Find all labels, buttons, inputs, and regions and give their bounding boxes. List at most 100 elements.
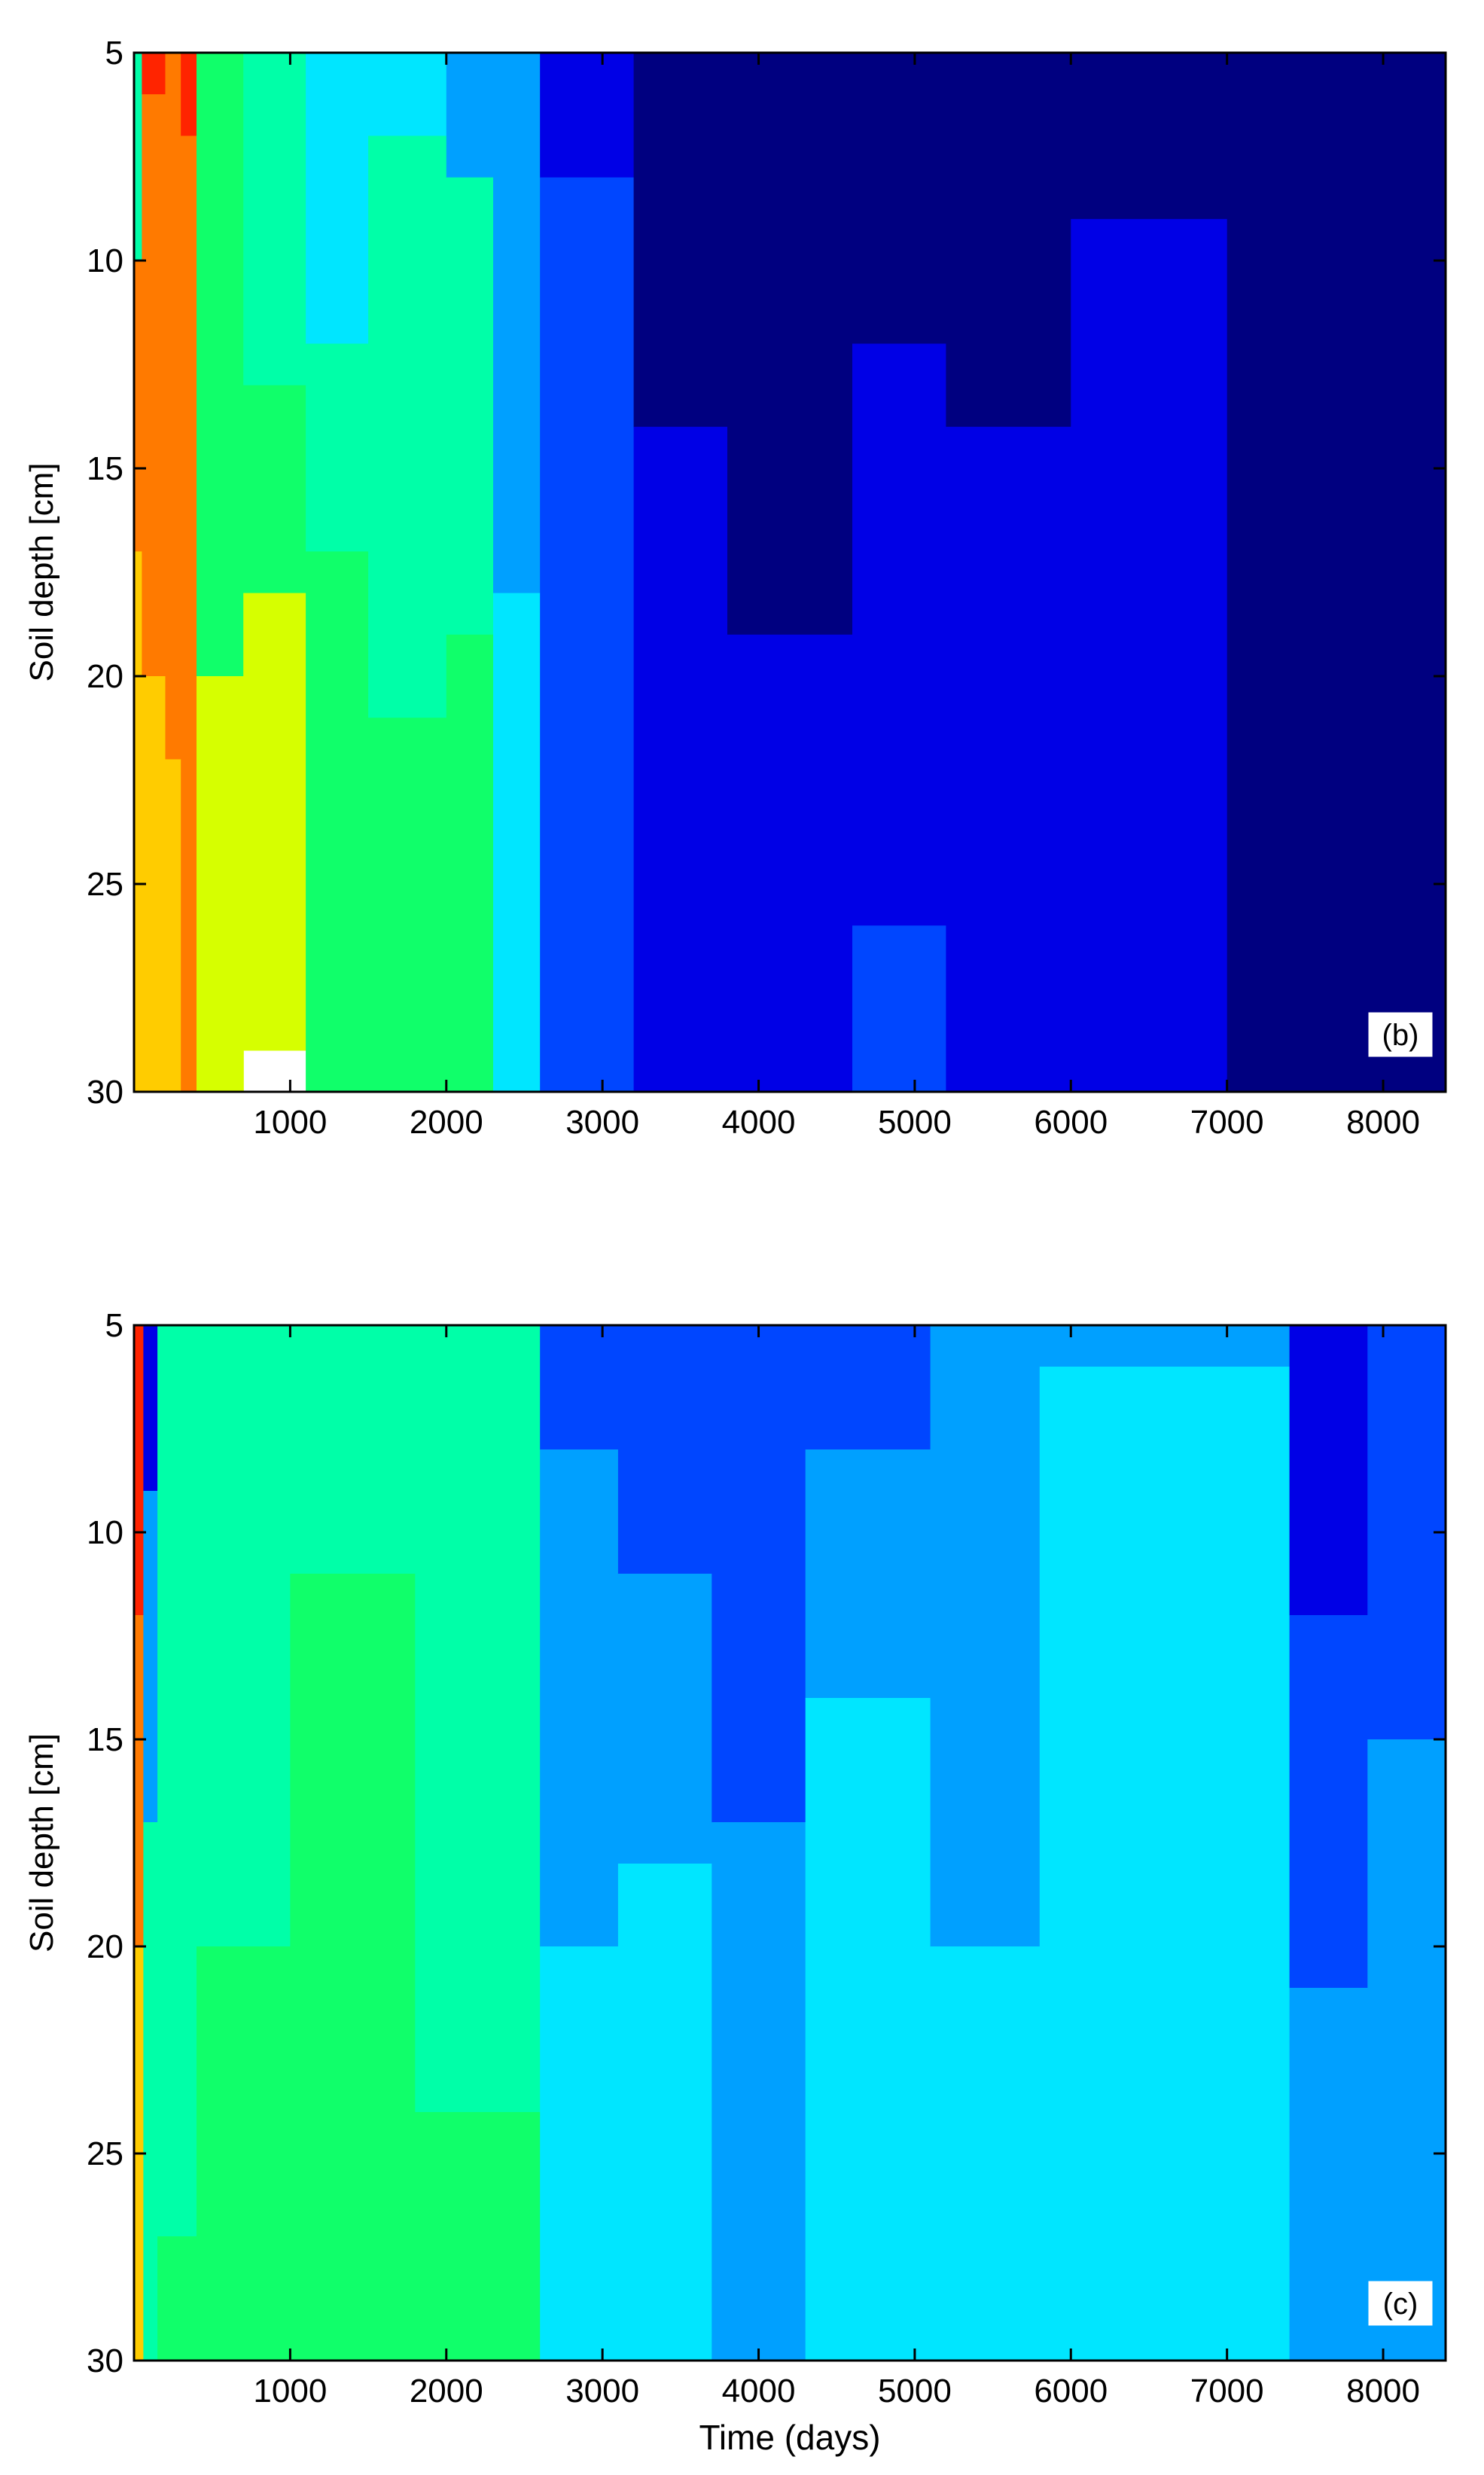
heatmap-cell — [306, 53, 369, 344]
x-tick-label: 3000 — [565, 2373, 639, 2409]
heatmap-cell — [197, 53, 244, 677]
heatmap-cell — [446, 177, 494, 636]
x-tick-label: 8000 — [1346, 2373, 1420, 2409]
heatmap-cell — [633, 426, 728, 1093]
y-tick-label: 10 — [87, 1514, 123, 1551]
heatmap-cell — [243, 385, 306, 594]
heatmap-panel-c: 1000 2000 3000 4000 5000 6000 7000 8000 5 10 15 20… — [23, 1307, 1447, 2457]
heatmap-cell — [134, 1615, 144, 1947]
y-tick-label: 30 — [87, 2342, 123, 2379]
heatmap-cell — [165, 759, 181, 1093]
heatmap-cell — [540, 1946, 619, 2361]
heatmap-cell — [197, 676, 244, 1093]
y-axis: 5 10 15 20 25 30 — [87, 35, 1446, 1111]
panel-label-box — [1368, 1012, 1433, 1057]
heatmap-cell — [1367, 1739, 1446, 2361]
heatmap-cell — [617, 1864, 712, 2361]
heatmap-cell — [946, 426, 1071, 1093]
heatmap-cell — [243, 53, 306, 386]
x-tick-label: 6000 — [1034, 2373, 1108, 2409]
heatmap-cell — [852, 53, 946, 344]
x-tick-label: 5000 — [878, 2373, 952, 2409]
y-tick-label: 15 — [87, 1721, 123, 1758]
x-tick-label: 5000 — [878, 1104, 952, 1141]
y-tick-label: 5 — [105, 1307, 123, 1344]
heatmap-cell — [165, 53, 181, 760]
x-tick-label: 1000 — [253, 1104, 327, 1141]
y-axis: 5 10 15 20 25 30 — [87, 1307, 1446, 2379]
x-tick-label: 2000 — [410, 1104, 483, 1141]
x-tick-label: 6000 — [1034, 1104, 1108, 1141]
heatmap-cells — [134, 53, 1446, 1093]
heatmap-cell — [540, 177, 635, 1093]
plot-frame — [133, 51, 1447, 1093]
heatmap-cell — [930, 1946, 1041, 2361]
x-axis: 1000 2000 3000 4000 5000 6000 7000 8000 — [253, 1325, 1420, 2409]
y-tick-label: 25 — [87, 866, 123, 903]
heatmap-cell — [1071, 53, 1228, 220]
heatmap-cell — [181, 53, 197, 136]
heatmap-cell — [805, 1698, 931, 2361]
y-tick-label: 15 — [87, 450, 123, 487]
heatmap-cell — [493, 53, 541, 594]
y-axis-label: Soil depth [cm] — [23, 1733, 60, 1952]
heatmap-cell — [446, 634, 494, 1093]
heatmap-cell — [134, 551, 142, 1093]
y-tick-label: 20 — [87, 1928, 123, 1965]
y-tick-label: 25 — [87, 2135, 123, 2172]
heatmap-cell — [852, 925, 946, 1093]
heatmap-cell — [243, 593, 306, 1051]
x-tick-label: 4000 — [722, 2373, 796, 2409]
panel-label-box — [1368, 2281, 1433, 2326]
heatmap-cell — [540, 1449, 619, 1947]
heatmap-cell — [134, 53, 142, 261]
y-tick-label: 30 — [87, 1074, 123, 1111]
heatmap-cell — [727, 634, 853, 1093]
heatmap-cell — [415, 2112, 541, 2361]
heatmap-cell — [368, 53, 447, 136]
heatmap-cell — [946, 53, 1071, 428]
heatmap-cell — [415, 1325, 541, 2113]
heatmap-cell — [493, 593, 541, 1093]
x-axis-label: Time (days) — [699, 2418, 880, 2457]
heatmap-cells — [134, 1325, 1446, 2361]
x-axis: 1000 2000 3000 4000 5000 6000 7000 8000 — [253, 53, 1420, 1141]
heatmap-cell — [143, 1822, 158, 2361]
heatmap-cell — [142, 94, 166, 677]
heatmap-cell — [617, 1574, 712, 1864]
heatmap-cell — [157, 2236, 197, 2361]
heatmap-cell — [540, 1325, 619, 1450]
x-tick-label: 2000 — [410, 2373, 483, 2409]
heatmap-cell — [143, 1325, 158, 1492]
heatmap-cell — [306, 343, 369, 552]
heatmap-cell — [134, 1325, 144, 1616]
heatmap-cell — [1039, 1367, 1291, 2361]
heatmap-cell — [1289, 1988, 1368, 2361]
x-tick-label: 7000 — [1190, 2373, 1264, 2409]
heatmap-cell — [368, 718, 447, 1093]
heatmap-cell — [181, 136, 197, 1093]
heatmap-cell — [805, 1325, 931, 1450]
x-tick-label: 4000 — [722, 1104, 796, 1141]
x-tick-label: 7000 — [1190, 1104, 1264, 1141]
heatmap-cell — [143, 1491, 158, 1823]
heatmap-cell — [617, 1325, 712, 1574]
heatmap-cell — [197, 1946, 291, 2361]
heatmap-cell — [633, 53, 728, 428]
panel-label: (b) — [1382, 1019, 1419, 1052]
heatmap-cell — [290, 1574, 416, 2361]
heatmap-cell — [1367, 1325, 1446, 1740]
heatmap-cell — [368, 136, 447, 718]
heatmap-cell — [852, 343, 946, 926]
x-tick-label: 1000 — [253, 2373, 327, 2409]
y-axis-label: Soil depth [cm] — [23, 462, 60, 681]
heatmap-cell — [1227, 53, 1446, 1093]
heatmap-cell — [197, 1325, 291, 1947]
heatmap-cell — [290, 1325, 416, 1574]
heatmap-cell — [142, 53, 166, 95]
panel-label: (c) — [1383, 2288, 1418, 2321]
heatmap-cell — [1071, 218, 1228, 1093]
y-tick-label: 10 — [87, 242, 123, 279]
plot-frame — [133, 1324, 1447, 2362]
